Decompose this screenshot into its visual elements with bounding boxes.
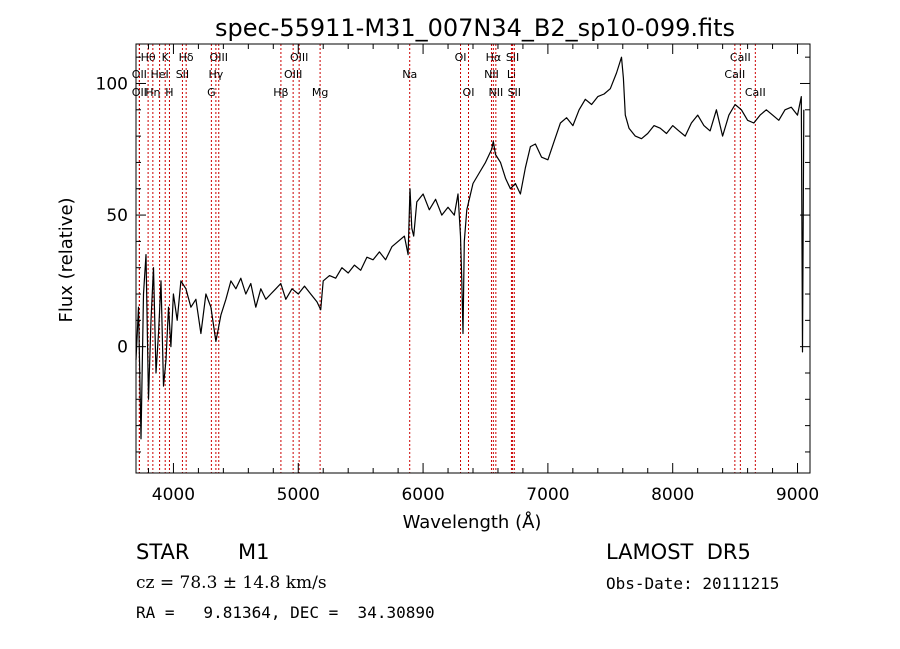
line-marker-label: Hγ	[208, 68, 223, 81]
line-marker-label: CaII	[730, 51, 751, 64]
x-tick-label: 7000	[526, 485, 569, 505]
line-marker-label: Li	[507, 68, 516, 81]
line-marker-label: SII	[506, 51, 519, 64]
line-marker-label: CaII	[745, 86, 766, 99]
y-tick-label: 0	[117, 338, 128, 358]
line-marker-label: NII	[484, 68, 499, 81]
chart-title: spec-55911-M31_007N34_B2_sp10-099.fits	[215, 14, 735, 42]
line-marker-label: Hθ	[141, 51, 156, 64]
x-tick-label: 8000	[651, 485, 694, 505]
x-tick-label: 4000	[152, 485, 195, 505]
line-marker-label: Hη	[145, 86, 160, 99]
y-tick-label: 100	[96, 74, 128, 94]
x-tick-label: 5000	[277, 485, 320, 505]
line-marker-label: Hβ	[273, 86, 288, 99]
coordinates: RA = 9.81364, DEC = 34.30890	[136, 603, 435, 622]
line-marker-label: OI	[455, 51, 467, 64]
survey-label: LAMOST DR5	[606, 540, 751, 564]
plot-frame	[135, 43, 811, 474]
y-axis-label: Flux (relative)	[56, 197, 77, 322]
y-axis: 0 50 100	[96, 56, 810, 453]
redshift-text: cz = 78.3 ± 14.8 km/s	[136, 573, 327, 593]
obs-date: Obs-Date: 20111215	[606, 574, 780, 593]
line-marker-label: HeI	[150, 68, 168, 81]
spectrum-series	[135, 56, 805, 440]
x-axis: 4000 5000 6000 7000 8000 9000	[147, 44, 819, 505]
line-marker-label: Hδ	[179, 51, 194, 64]
line-marker-label: SII	[508, 86, 521, 99]
x-tick-label: 9000	[776, 485, 819, 505]
line-marker-label: G	[207, 86, 216, 99]
line-marker-label: SII	[176, 68, 189, 81]
line-marker-label: K	[162, 51, 170, 64]
line-marker-label: OIII	[290, 51, 308, 64]
line-marker-label: OIII	[284, 68, 302, 81]
line-marker-label: NII	[488, 86, 503, 99]
x-tick-label: 6000	[401, 485, 444, 505]
line-marker-label: Mg	[312, 86, 328, 99]
line-marker-label: Hα	[486, 51, 502, 64]
object-subclass: M1	[238, 540, 270, 564]
object-class: STAR	[136, 540, 190, 564]
line-marker-label: Na	[402, 68, 417, 81]
line-marker-label: H	[165, 86, 173, 99]
spectrum-line	[135, 56, 805, 440]
line-marker-label: OI	[463, 86, 475, 99]
y-tick-label: 50	[106, 206, 128, 226]
x-axis-label: Wavelength (Å)	[403, 511, 542, 533]
line-marker-label: OIII	[210, 51, 228, 64]
line-marker-label: CaII	[724, 68, 745, 81]
